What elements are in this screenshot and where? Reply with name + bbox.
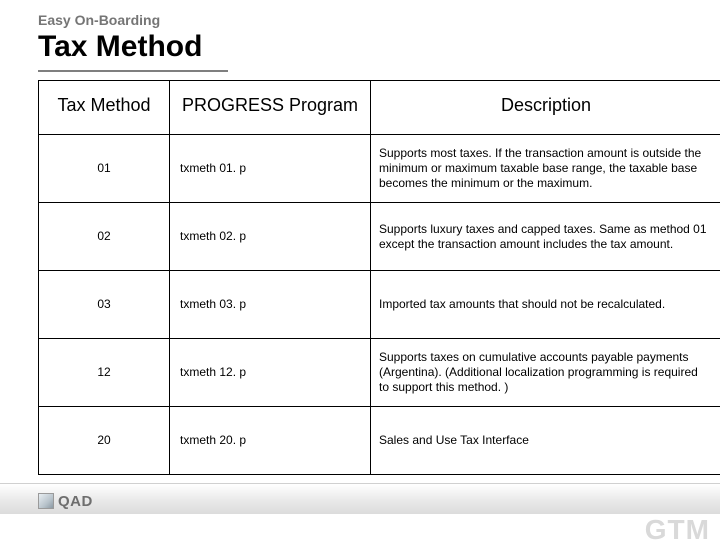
corner-watermark: GTM bbox=[645, 514, 710, 540]
col-header-method: Tax Method bbox=[39, 81, 170, 135]
cell-description: Supports most taxes. If the transaction … bbox=[371, 135, 720, 203]
cell-program: txmeth 02. p bbox=[170, 203, 371, 271]
slide: Easy On-Boarding Tax Method Tax Method P… bbox=[0, 0, 720, 540]
col-header-description: Description bbox=[371, 81, 720, 135]
eyebrow-text: Easy On-Boarding bbox=[38, 12, 160, 28]
table-row: 20 txmeth 20. p Sales and Use Tax Interf… bbox=[39, 407, 720, 475]
logo-mark-icon bbox=[38, 493, 54, 509]
table-header-row: Tax Method PROGRESS Program Description bbox=[39, 81, 720, 135]
cell-program: txmeth 20. p bbox=[170, 407, 371, 475]
footer-logo: QAD bbox=[38, 492, 93, 510]
cell-program: txmeth 03. p bbox=[170, 271, 371, 339]
table-row: 01 txmeth 01. p Supports most taxes. If … bbox=[39, 135, 720, 203]
logo-text: QAD bbox=[58, 493, 93, 510]
cell-method: 02 bbox=[39, 203, 170, 271]
cell-program: txmeth 01. p bbox=[170, 135, 371, 203]
footer-band bbox=[0, 483, 720, 514]
cell-method: 01 bbox=[39, 135, 170, 203]
cell-description: Sales and Use Tax Interface bbox=[371, 407, 720, 475]
cell-method: 03 bbox=[39, 271, 170, 339]
cell-program: txmeth 12. p bbox=[170, 339, 371, 407]
col-header-program: PROGRESS Program bbox=[170, 81, 371, 135]
table-row: 02 txmeth 02. p Supports luxury taxes an… bbox=[39, 203, 720, 271]
cell-description: Supports luxury taxes and capped taxes. … bbox=[371, 203, 720, 271]
page-title: Tax Method bbox=[38, 30, 202, 64]
table-row: 03 txmeth 03. p Imported tax amounts tha… bbox=[39, 271, 720, 339]
table-row: 12 txmeth 12. p Supports taxes on cumula… bbox=[39, 339, 720, 407]
cell-method: 20 bbox=[39, 407, 170, 475]
cell-method: 12 bbox=[39, 339, 170, 407]
cell-description: Supports taxes on cumulative accounts pa… bbox=[371, 339, 720, 407]
title-underline bbox=[38, 70, 228, 72]
cell-description: Imported tax amounts that should not be … bbox=[371, 271, 720, 339]
tax-method-table: Tax Method PROGRESS Program Description … bbox=[38, 80, 720, 475]
